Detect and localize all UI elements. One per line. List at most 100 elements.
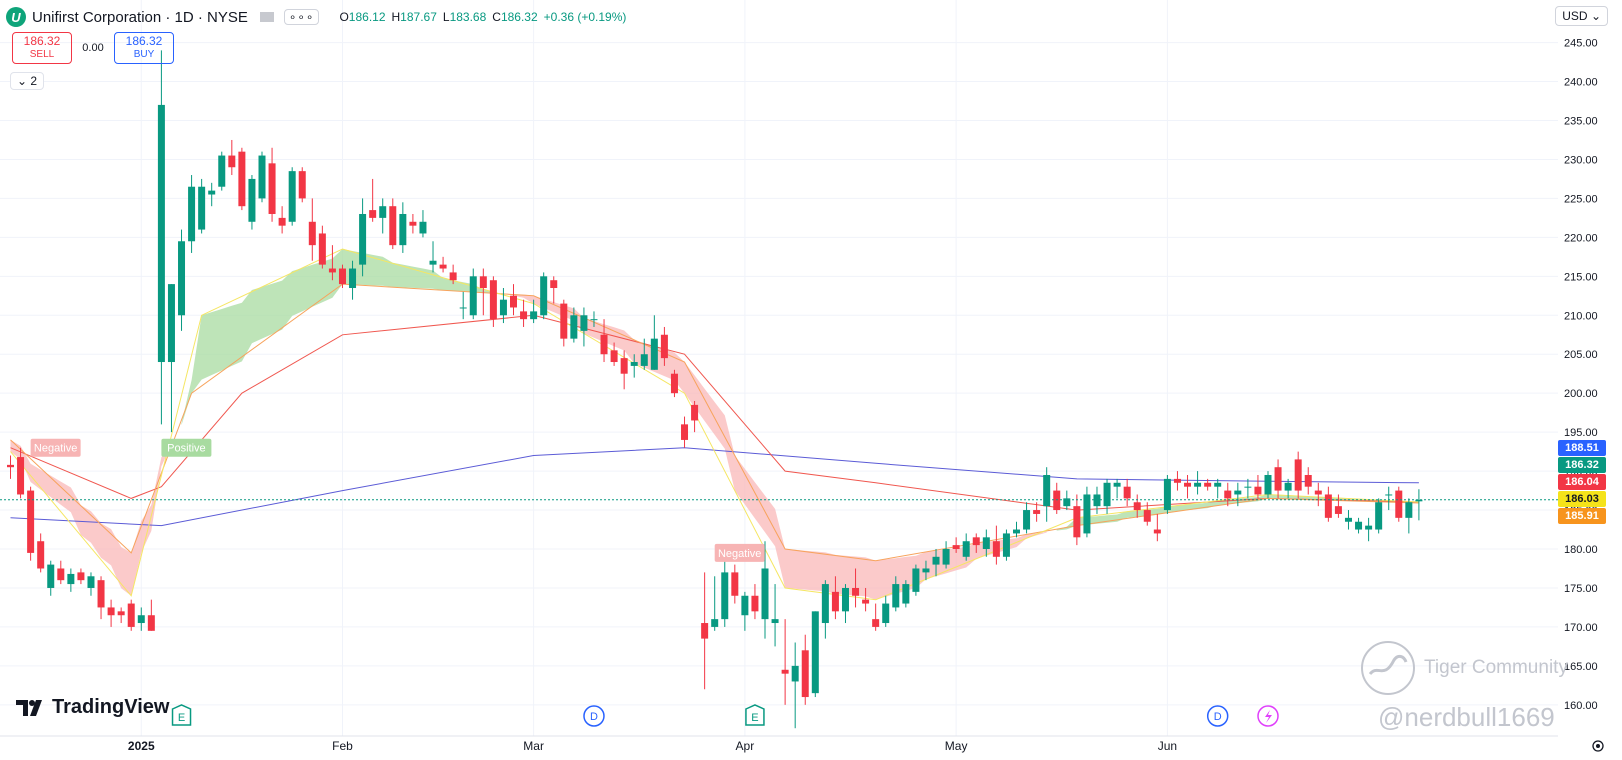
candle[interactable]: [1304, 467, 1312, 495]
candle[interactable]: [117, 607, 125, 624]
candle[interactable]: [479, 268, 487, 316]
candle[interactable]: [1284, 478, 1292, 499]
split-event-icon[interactable]: [1257, 705, 1279, 727]
candle[interactable]: [1314, 482, 1322, 507]
sell-button[interactable]: 186.32 SELL: [12, 32, 72, 64]
candle[interactable]: [1133, 494, 1141, 518]
candle[interactable]: [721, 560, 729, 627]
candle[interactable]: [1063, 490, 1071, 511]
candle[interactable]: [228, 139, 236, 176]
buy-button[interactable]: 186.32 BUY: [114, 32, 174, 64]
candle[interactable]: [359, 198, 367, 277]
candle[interactable]: [691, 400, 699, 433]
candle[interactable]: [811, 611, 819, 698]
candle[interactable]: [711, 576, 719, 631]
candle[interactable]: [681, 416, 689, 448]
candle[interactable]: [620, 350, 628, 390]
candle[interactable]: [540, 272, 548, 320]
candle[interactable]: [922, 560, 930, 581]
candle[interactable]: [1194, 471, 1202, 495]
candle[interactable]: [198, 178, 206, 234]
candle[interactable]: [1254, 474, 1262, 499]
candle[interactable]: [751, 584, 759, 620]
candle[interactable]: [550, 276, 558, 304]
candle[interactable]: [791, 642, 799, 729]
candle[interactable]: [610, 342, 618, 366]
candle[interactable]: [1344, 510, 1352, 530]
tradingview-logo[interactable]: TradingView: [16, 696, 169, 719]
candle[interactable]: [902, 580, 910, 608]
candle[interactable]: [167, 284, 175, 433]
candle[interactable]: [157, 50, 165, 425]
candle[interactable]: [27, 486, 35, 561]
candle[interactable]: [218, 151, 226, 191]
candle[interactable]: [731, 564, 739, 604]
candle[interactable]: [741, 591, 749, 631]
candle[interactable]: [1395, 486, 1403, 522]
candle[interactable]: [992, 525, 1000, 565]
candle[interactable]: [640, 338, 648, 370]
candle[interactable]: [781, 619, 789, 705]
candle[interactable]: [801, 634, 809, 705]
candle[interactable]: [841, 584, 849, 624]
candle[interactable]: [419, 210, 427, 238]
candle[interactable]: [1385, 486, 1393, 511]
candle[interactable]: [1123, 478, 1131, 507]
candle[interactable]: [178, 229, 186, 331]
candle[interactable]: [7, 455, 14, 479]
candle[interactable]: [238, 147, 246, 211]
candle[interactable]: [1153, 513, 1161, 542]
candle[interactable]: [308, 198, 316, 261]
flag-icon[interactable]: [259, 12, 274, 22]
candle[interactable]: [882, 595, 890, 627]
candle[interactable]: [37, 533, 45, 573]
candle[interactable]: [932, 549, 940, 577]
candle[interactable]: [560, 299, 568, 347]
candle[interactable]: [449, 264, 457, 285]
candle[interactable]: [137, 607, 145, 631]
candle[interactable]: [439, 256, 447, 273]
price-axis-bg[interactable]: [1558, 0, 1622, 760]
candle[interactable]: [1143, 502, 1151, 526]
candle[interactable]: [1415, 489, 1423, 521]
earnings-event-icon[interactable]: E: [171, 704, 192, 726]
candle[interactable]: [701, 572, 709, 690]
candle[interactable]: [1224, 482, 1232, 507]
candle[interactable]: [248, 175, 256, 230]
candle[interactable]: [208, 182, 216, 207]
candle[interactable]: [328, 245, 336, 281]
indicators-toggle[interactable]: ⌄ 2: [10, 72, 45, 90]
candle[interactable]: [349, 260, 357, 300]
candle[interactable]: [580, 307, 588, 347]
candle[interactable]: [1274, 459, 1282, 499]
candle[interactable]: [892, 576, 900, 612]
candle[interactable]: [952, 537, 960, 553]
candle[interactable]: [147, 599, 155, 631]
candle[interactable]: [962, 533, 970, 561]
candle[interactable]: [379, 198, 387, 234]
candle[interactable]: [389, 198, 397, 250]
candle[interactable]: [288, 167, 296, 226]
candle[interactable]: [1033, 502, 1041, 522]
candle[interactable]: [1334, 494, 1342, 518]
candle[interactable]: [1405, 498, 1413, 534]
candle[interactable]: [600, 319, 608, 363]
candle[interactable]: [942, 541, 950, 569]
candle[interactable]: [1002, 529, 1010, 561]
candle[interactable]: [369, 178, 377, 222]
candle[interactable]: [1234, 482, 1242, 507]
candle[interactable]: [912, 564, 920, 596]
candle[interactable]: [268, 147, 276, 222]
candle[interactable]: [1103, 478, 1111, 514]
candle[interactable]: [47, 560, 55, 596]
candle[interactable]: [660, 326, 668, 366]
candle[interactable]: [429, 241, 437, 273]
candle[interactable]: [1173, 471, 1181, 491]
candle[interactable]: [127, 599, 135, 631]
candle[interactable]: [972, 533, 980, 553]
candle[interactable]: [1355, 517, 1363, 534]
dividend-event-icon[interactable]: D: [1206, 705, 1229, 727]
candle[interactable]: [499, 288, 507, 324]
candle[interactable]: [1083, 486, 1091, 538]
candle[interactable]: [761, 541, 769, 639]
